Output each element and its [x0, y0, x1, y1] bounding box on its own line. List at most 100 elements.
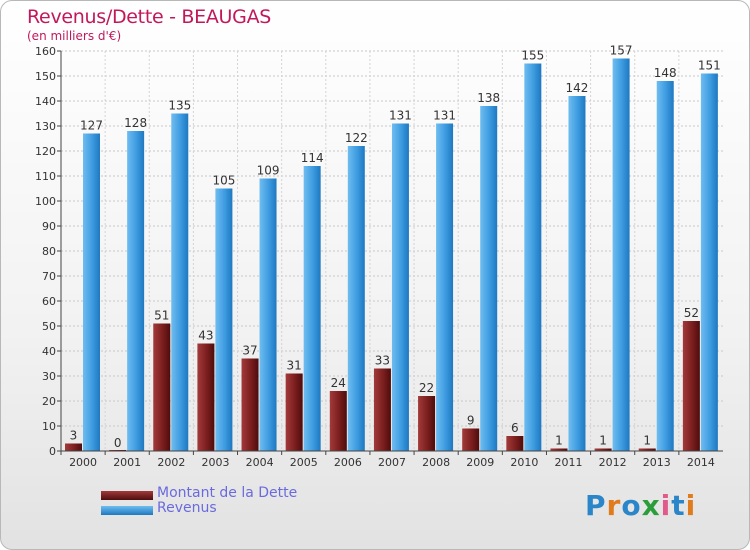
data-label-revenus: 109 [257, 164, 280, 178]
bar-revenus [127, 131, 145, 451]
data-label-dette: 51 [154, 309, 169, 323]
bar-dette [462, 428, 480, 451]
data-labels: 3 127 0 128 51 135 43 105 37 109 31 114 24 122 33 131 22… [70, 44, 721, 451]
x-tick-label: 2013 [643, 456, 671, 469]
bar-dette [329, 391, 347, 451]
data-label-revenus: 105 [212, 174, 235, 188]
grid [61, 50, 723, 452]
data-label-dette: 3 [70, 429, 78, 443]
x-tick-label: 2012 [599, 456, 627, 469]
y-tick-label: 140 [35, 95, 56, 108]
y-tick-label: 40 [42, 345, 56, 358]
y-tick-label: 0 [49, 445, 56, 458]
data-label-dette: 9 [467, 414, 475, 428]
data-label-revenus: 114 [301, 151, 324, 165]
bar-dette [153, 323, 171, 451]
data-label-dette: 0 [114, 436, 122, 450]
y-tick-label: 150 [35, 70, 56, 83]
data-label-revenus: 151 [698, 59, 721, 73]
data-label-dette: 37 [242, 344, 257, 358]
y-tick-label: 70 [42, 270, 56, 283]
x-tick-label: 2010 [510, 456, 538, 469]
logo-letter: i [660, 489, 672, 522]
bar-revenus [215, 188, 233, 451]
bar-dette [638, 448, 656, 451]
x-tick-label: 2011 [555, 456, 583, 469]
x-tick-label: 2007 [378, 456, 406, 469]
bar-revenus [480, 106, 498, 451]
x-tick-label: 2009 [466, 456, 494, 469]
legend-label-revenus: Revenus [157, 500, 217, 516]
x-tick-label: 2003 [201, 456, 229, 469]
data-label-revenus: 157 [610, 44, 633, 58]
y-tick-label: 90 [42, 220, 56, 233]
legend-label-dette: Montant de la Dette [157, 485, 298, 501]
bar-revenus [391, 123, 409, 451]
data-label-revenus: 148 [654, 66, 677, 80]
chart-title: Revenus/Dette - BEAUGAS [27, 6, 272, 28]
logo-letter: r [606, 489, 622, 522]
y-tick-label: 120 [35, 145, 56, 158]
axes: 0102030405060708090100110120130140150160… [35, 45, 723, 469]
bar-revenus [656, 81, 674, 451]
y-tick-label: 80 [42, 245, 56, 258]
data-label-dette: 31 [287, 359, 302, 373]
bar-revenus [568, 96, 586, 451]
data-label-dette: 22 [419, 381, 434, 395]
x-tick-label: 2006 [334, 456, 362, 469]
y-tick-label: 130 [35, 120, 56, 133]
x-tick-label: 2002 [157, 456, 185, 469]
bar-dette [594, 448, 612, 451]
data-label-revenus: 127 [80, 119, 103, 133]
data-label-dette: 52 [684, 306, 699, 320]
legend-swatch-revenus [101, 506, 153, 515]
bar-revenus [700, 73, 718, 451]
bar-revenus [436, 123, 454, 451]
y-tick-label: 30 [42, 370, 56, 383]
logo-letter: i [685, 489, 697, 522]
bar-dette [197, 343, 215, 451]
proxiti-logo: Proxiti [585, 489, 696, 522]
bar-dette [241, 358, 259, 451]
x-tick-label: 2001 [113, 456, 141, 469]
bar-revenus [83, 133, 100, 451]
x-tick-label: 2004 [246, 456, 274, 469]
bar-revenus [347, 146, 365, 451]
data-label-revenus: 128 [124, 116, 147, 130]
data-label-revenus: 142 [566, 81, 589, 95]
x-tick-label: 2005 [290, 456, 318, 469]
bar-revenus [171, 113, 189, 451]
data-label-dette: 1 [599, 434, 607, 448]
data-label-revenus: 135 [168, 99, 191, 113]
x-tick-label: 2000 [69, 456, 97, 469]
bar-dette [65, 443, 82, 451]
logo-letter: t [671, 489, 686, 522]
bar-revenus [612, 58, 630, 451]
bar-dette [418, 396, 436, 451]
data-label-revenus: 155 [521, 49, 544, 63]
data-label-dette: 1 [555, 434, 563, 448]
x-tick-label: 2014 [687, 456, 715, 469]
bar-revenus [303, 166, 321, 451]
data-label-revenus: 131 [433, 109, 456, 123]
data-label-dette: 6 [511, 421, 519, 435]
bar-revenus [259, 178, 277, 451]
chart-subtitle: (en milliers d'€) [27, 29, 122, 43]
data-label-dette: 33 [375, 354, 390, 368]
data-label-revenus: 122 [345, 131, 368, 145]
logo-letter: o [621, 489, 642, 522]
bars [65, 58, 718, 451]
y-tick-label: 60 [42, 295, 56, 308]
y-tick-label: 10 [42, 420, 56, 433]
data-label-revenus: 131 [389, 109, 412, 123]
y-tick-label: 100 [35, 195, 56, 208]
bar-dette [550, 448, 568, 451]
data-label-revenus: 138 [477, 91, 500, 105]
logo-letter: x [641, 489, 661, 522]
data-label-dette: 24 [331, 376, 346, 390]
y-tick-label: 50 [42, 320, 56, 333]
logo-letter: P [585, 489, 607, 522]
bar-revenus [524, 63, 542, 451]
